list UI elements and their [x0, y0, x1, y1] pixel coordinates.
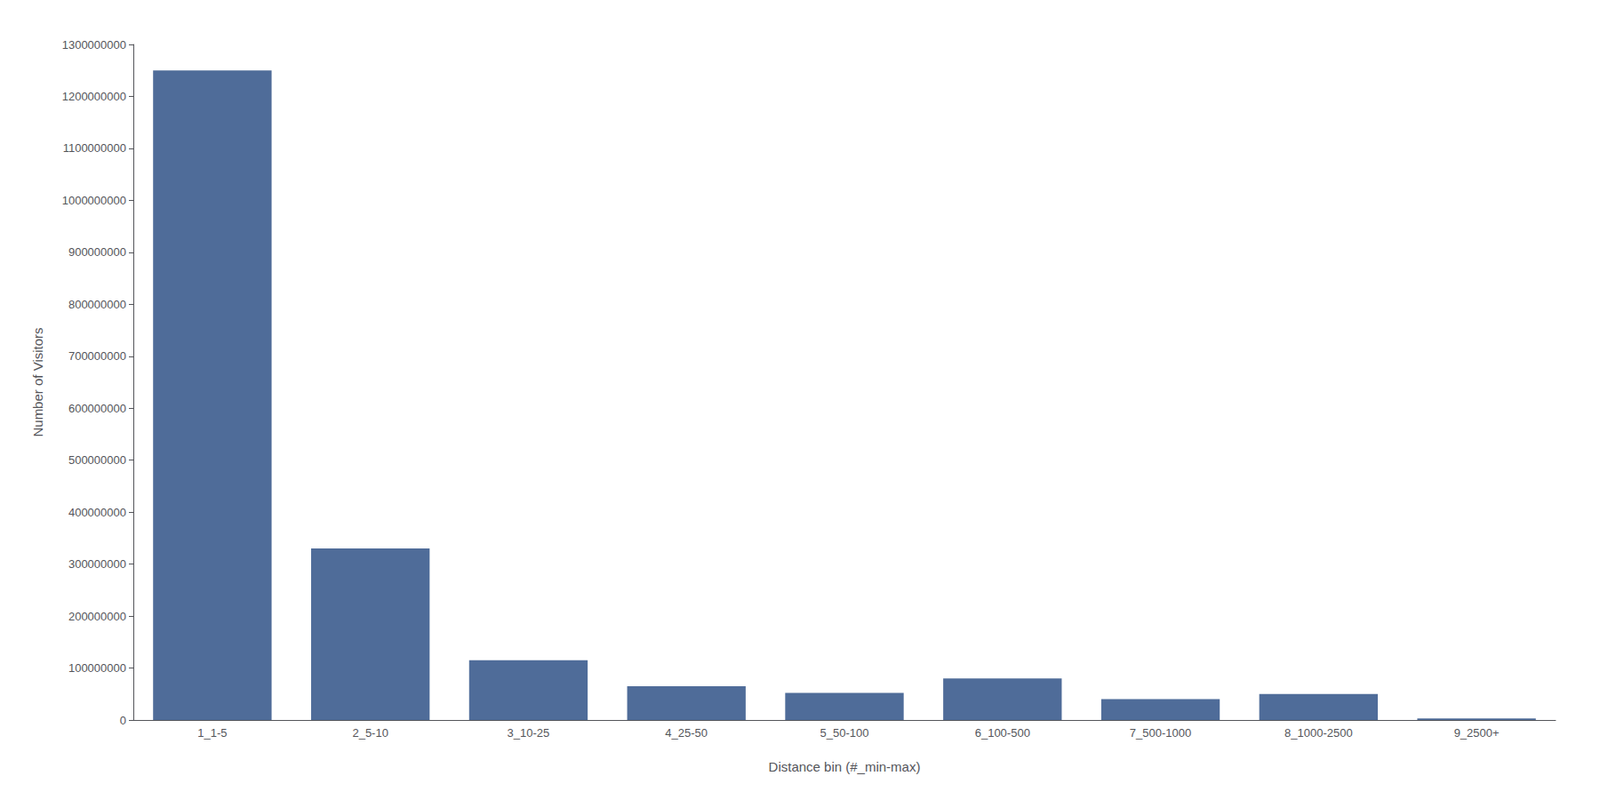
svg-text:500000000: 500000000	[68, 453, 127, 467]
svg-text:4_25-50: 4_25-50	[664, 726, 708, 740]
svg-text:9_2500+: 9_2500+	[1454, 726, 1500, 740]
svg-text:300000000: 300000000	[68, 557, 127, 571]
svg-text:3_10-25: 3_10-25	[507, 726, 551, 740]
svg-text:7_500-1000: 7_500-1000	[1129, 726, 1192, 740]
svg-text:1_1-5: 1_1-5	[197, 726, 227, 740]
svg-text:800000000: 800000000	[68, 297, 127, 312]
svg-text:900000000: 900000000	[68, 245, 127, 259]
svg-text:8_1000-2500: 8_1000-2500	[1284, 726, 1353, 740]
svg-text:6_100-500: 6_100-500	[975, 726, 1031, 740]
svg-text:700000000: 700000000	[68, 349, 127, 363]
svg-text:5_50-100: 5_50-100	[820, 726, 870, 740]
svg-text:1100000000: 1100000000	[63, 141, 127, 155]
svg-text:1000000000: 1000000000	[62, 193, 127, 208]
svg-text:Distance bin (#_min-max): Distance bin (#_min-max)	[768, 759, 921, 775]
svg-text:1200000000: 1200000000	[62, 89, 127, 104]
svg-text:Number of Visitors: Number of Visitors	[30, 327, 46, 437]
svg-text:400000000: 400000000	[68, 505, 127, 520]
svg-text:200000000: 200000000	[68, 609, 127, 624]
svg-text:600000000: 600000000	[68, 401, 127, 416]
svg-text:1300000000: 1300000000	[62, 38, 127, 52]
svg-text:2_5-10: 2_5-10	[352, 726, 388, 740]
svg-text:100000000: 100000000	[68, 661, 127, 675]
svg-text:0: 0	[120, 713, 127, 728]
